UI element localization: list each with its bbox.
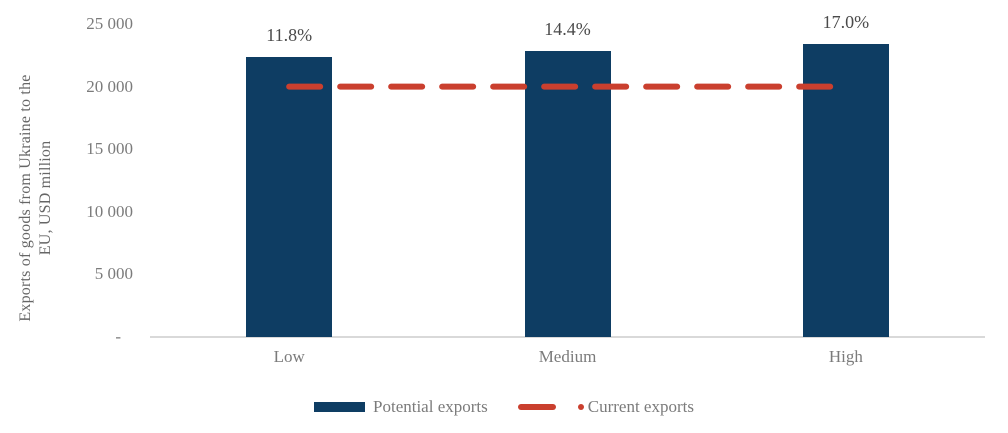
dashed-line-icon [517, 404, 556, 410]
x-axis-line [150, 336, 985, 338]
bar-value-label-medium: 14.4% [544, 18, 591, 39]
y-tick-label: 5 000 [94, 264, 133, 284]
y-tick-label: 15 000 [86, 139, 133, 159]
legend-label-current-exports: Current exports [587, 397, 694, 416]
line-dot-icon [577, 404, 584, 410]
chart-legend: Potential exports Current exports [0, 395, 1008, 419]
legend-item-current-exports: Current exports [517, 397, 694, 417]
y-tick-label: 25 000 [86, 14, 133, 33]
x-category-label-low: Low [273, 347, 305, 366]
legend-item-potential-exports: Potential exports [314, 397, 488, 417]
bar-high [802, 44, 889, 337]
y-tick-label: 20 000 [86, 76, 133, 96]
bar-low [246, 57, 333, 337]
x-category-label-high: High [828, 347, 863, 366]
bar-value-label-low: 11.8% [266, 25, 313, 46]
bar-medium [524, 50, 611, 337]
bar-value-label-high: 17.0% [822, 12, 870, 33]
x-category-label-medium: Medium [538, 347, 597, 366]
y-tick-label: - [115, 327, 121, 346]
y-tick-label: 10 000 [86, 201, 133, 221]
bar-swatch-icon [314, 402, 366, 412]
legend-label-potential-exports: Potential exports [373, 397, 488, 416]
